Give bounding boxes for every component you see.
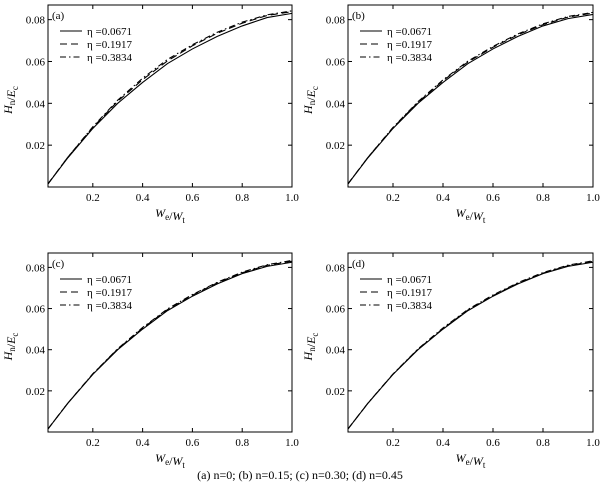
legend-entry: η =0.1917: [387, 39, 432, 51]
x-tick-label: 0.4: [436, 437, 450, 449]
x-tick-label: 1.0: [285, 192, 299, 204]
y-tick-label: 0.06: [326, 304, 346, 316]
y-tick-label: 0.06: [326, 56, 346, 68]
y-tick-label: 0.04: [326, 345, 346, 357]
series-line-2: [347, 260, 594, 430]
y-tick-label: 0.08: [326, 15, 346, 27]
legend-entry: η =0.0671: [387, 274, 432, 286]
x-tick-label: 0.2: [386, 437, 400, 449]
y-tick-label: 0.04: [326, 98, 346, 110]
series-line-3: [47, 259, 293, 430]
y-tick-label: 0.08: [326, 262, 346, 274]
x-tick-label: 0.4: [136, 192, 150, 204]
x-axis-label: We/Wt: [456, 206, 486, 225]
y-tick-label: 0.02: [26, 386, 45, 398]
legend-entry: η =0.3834: [87, 52, 132, 64]
y-tick-label: 0.06: [26, 304, 46, 316]
x-tick-label: 0.8: [235, 437, 249, 449]
series-line-3: [347, 11, 594, 185]
x-tick-label: 0.4: [136, 437, 150, 449]
plot-frame: [47, 4, 293, 188]
y-tick-label: 0.04: [26, 98, 46, 110]
x-tick-label: 0.6: [486, 437, 500, 449]
panel-label: (b): [352, 10, 365, 22]
legend-entry: η =0.1917: [87, 287, 132, 299]
y-tick-label: 0.08: [26, 262, 46, 274]
x-tick-label: 0.2: [86, 192, 100, 204]
series-line-3: [47, 10, 293, 185]
legend-entry: η =0.0671: [87, 26, 132, 38]
series-line-2: [47, 260, 293, 430]
legend-entry: η =0.1917: [87, 39, 132, 51]
figure-caption: (a) n=0; (b) n=0.15; (c) n=0.30; (d) n=0…: [197, 468, 403, 482]
y-tick-label: 0.02: [326, 386, 345, 398]
x-tick-label: 0.4: [436, 192, 450, 204]
series-line-1: [347, 13, 594, 185]
legend-entry: η =0.3834: [387, 52, 432, 64]
series-line-1: [47, 261, 293, 430]
x-tick-label: 1.0: [586, 192, 600, 204]
x-tick-label: 0.6: [186, 192, 200, 204]
x-tick-label: 0.8: [235, 192, 249, 204]
x-tick-label: 0.2: [86, 437, 100, 449]
plot-frame: [47, 252, 293, 433]
y-axis-label: Hn/Ec: [301, 86, 320, 115]
y-tick-label: 0.06: [26, 56, 46, 68]
series-line-1: [47, 12, 293, 185]
series-line-2: [347, 12, 594, 185]
y-axis-label: Hn/Ec: [301, 333, 320, 362]
legend-entry: η =0.3834: [387, 300, 432, 312]
y-tick-label: 0.02: [326, 140, 345, 152]
x-axis-label: We/Wt: [155, 206, 185, 225]
x-tick-label: 1.0: [586, 437, 600, 449]
plot-frame: [347, 4, 594, 188]
x-axis-label: We/Wt: [456, 451, 486, 470]
plot-frame: [347, 252, 594, 433]
x-tick-label: 0.2: [386, 192, 400, 204]
panel-label: (c): [52, 258, 65, 270]
legend-entry: η =0.0671: [387, 26, 432, 38]
chart-panel-4: 0.2 0.4 0.6 0.8 1.0 0.02 0.04 0.06 0.08 We/Wt Hn/E…: [301, 252, 600, 470]
y-tick-label: 0.04: [26, 345, 46, 357]
chart-panel-2: 0.2 0.4 0.6 0.8 1.0 0.02 0.04 0.06 0.08 We/Wt Hn/E…: [301, 4, 600, 225]
y-tick-label: 0.08: [26, 15, 46, 27]
x-tick-label: 0.8: [536, 192, 550, 204]
chart-panel-3: 0.2 0.4 0.6 0.8 1.0 0.02 0.04 0.06 0.08 We/Wt Hn/E…: [1, 252, 299, 470]
x-tick-label: 0.6: [486, 192, 500, 204]
x-tick-label: 1.0: [285, 437, 299, 449]
legend-entry: η =0.1917: [387, 287, 432, 299]
y-tick-label: 0.02: [26, 140, 45, 152]
x-tick-label: 0.6: [186, 437, 200, 449]
x-tick-label: 0.8: [536, 437, 550, 449]
chart-panel-1: 0.2 0.4 0.6 0.8 1.0 0.02 0.04 0.06 0.08 We/Wt Hn/E…: [1, 4, 299, 225]
panel-label: (a): [52, 10, 65, 22]
y-axis-label: Hn/Ec: [1, 86, 20, 115]
y-axis-label: Hn/Ec: [1, 333, 20, 362]
panel-label: (d): [352, 258, 365, 270]
series-line-2: [47, 11, 293, 185]
series-line-3: [347, 260, 594, 430]
series-line-1: [347, 261, 594, 430]
legend-entry: η =0.3834: [87, 300, 132, 312]
x-axis-label: We/Wt: [155, 451, 185, 470]
legend-entry: η =0.0671: [87, 274, 132, 286]
